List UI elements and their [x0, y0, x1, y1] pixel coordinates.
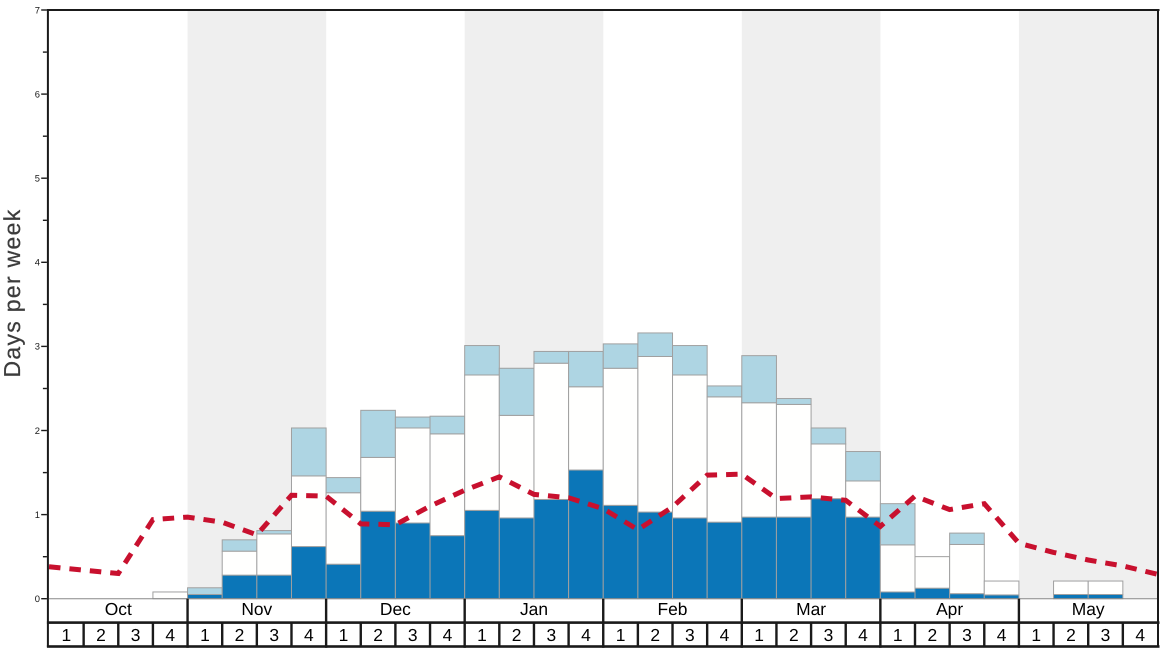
svg-text:Oct: Oct: [105, 599, 132, 619]
svg-text:1: 1: [200, 625, 210, 645]
svg-text:2: 2: [1066, 625, 1076, 645]
svg-text:May: May: [1072, 599, 1105, 619]
svg-text:3: 3: [269, 625, 279, 645]
svg-text:1: 1: [1031, 625, 1041, 645]
svg-text:2: 2: [35, 425, 40, 436]
svg-text:4: 4: [165, 625, 175, 645]
svg-text:1: 1: [893, 625, 903, 645]
svg-text:1: 1: [61, 625, 71, 645]
svg-text:1: 1: [754, 625, 764, 645]
svg-text:2: 2: [927, 625, 937, 645]
svg-text:7: 7: [35, 4, 40, 15]
svg-text:Dec: Dec: [380, 599, 411, 619]
svg-text:1: 1: [35, 509, 40, 520]
svg-text:3: 3: [962, 625, 972, 645]
svg-text:4: 4: [1135, 625, 1145, 645]
svg-text:3: 3: [824, 625, 834, 645]
svg-text:Feb: Feb: [658, 599, 688, 619]
svg-text:2: 2: [789, 625, 799, 645]
svg-text:4: 4: [581, 625, 591, 645]
svg-text:Jan: Jan: [520, 599, 548, 619]
svg-text:4: 4: [304, 625, 314, 645]
svg-text:2: 2: [512, 625, 522, 645]
svg-text:Apr: Apr: [936, 599, 963, 619]
svg-text:Days per week: Days per week: [0, 208, 25, 377]
svg-text:1: 1: [477, 625, 487, 645]
svg-text:6: 6: [35, 88, 40, 99]
svg-text:Nov: Nov: [241, 599, 272, 619]
svg-text:4: 4: [858, 625, 868, 645]
svg-text:2: 2: [235, 625, 245, 645]
svg-text:Mar: Mar: [796, 599, 826, 619]
svg-text:3: 3: [685, 625, 695, 645]
svg-text:2: 2: [373, 625, 383, 645]
svg-text:1: 1: [616, 625, 626, 645]
svg-text:3: 3: [408, 625, 418, 645]
svg-text:3: 3: [131, 625, 141, 645]
svg-text:3: 3: [35, 341, 40, 352]
svg-text:4: 4: [997, 625, 1007, 645]
svg-text:4: 4: [720, 625, 730, 645]
svg-text:2: 2: [96, 625, 106, 645]
svg-text:3: 3: [1101, 625, 1111, 645]
svg-text:0: 0: [35, 593, 40, 604]
svg-text:4: 4: [443, 625, 453, 645]
svg-text:2: 2: [650, 625, 660, 645]
svg-text:1: 1: [339, 625, 349, 645]
svg-text:4: 4: [35, 257, 40, 268]
svg-text:5: 5: [35, 173, 40, 184]
svg-text:3: 3: [546, 625, 556, 645]
